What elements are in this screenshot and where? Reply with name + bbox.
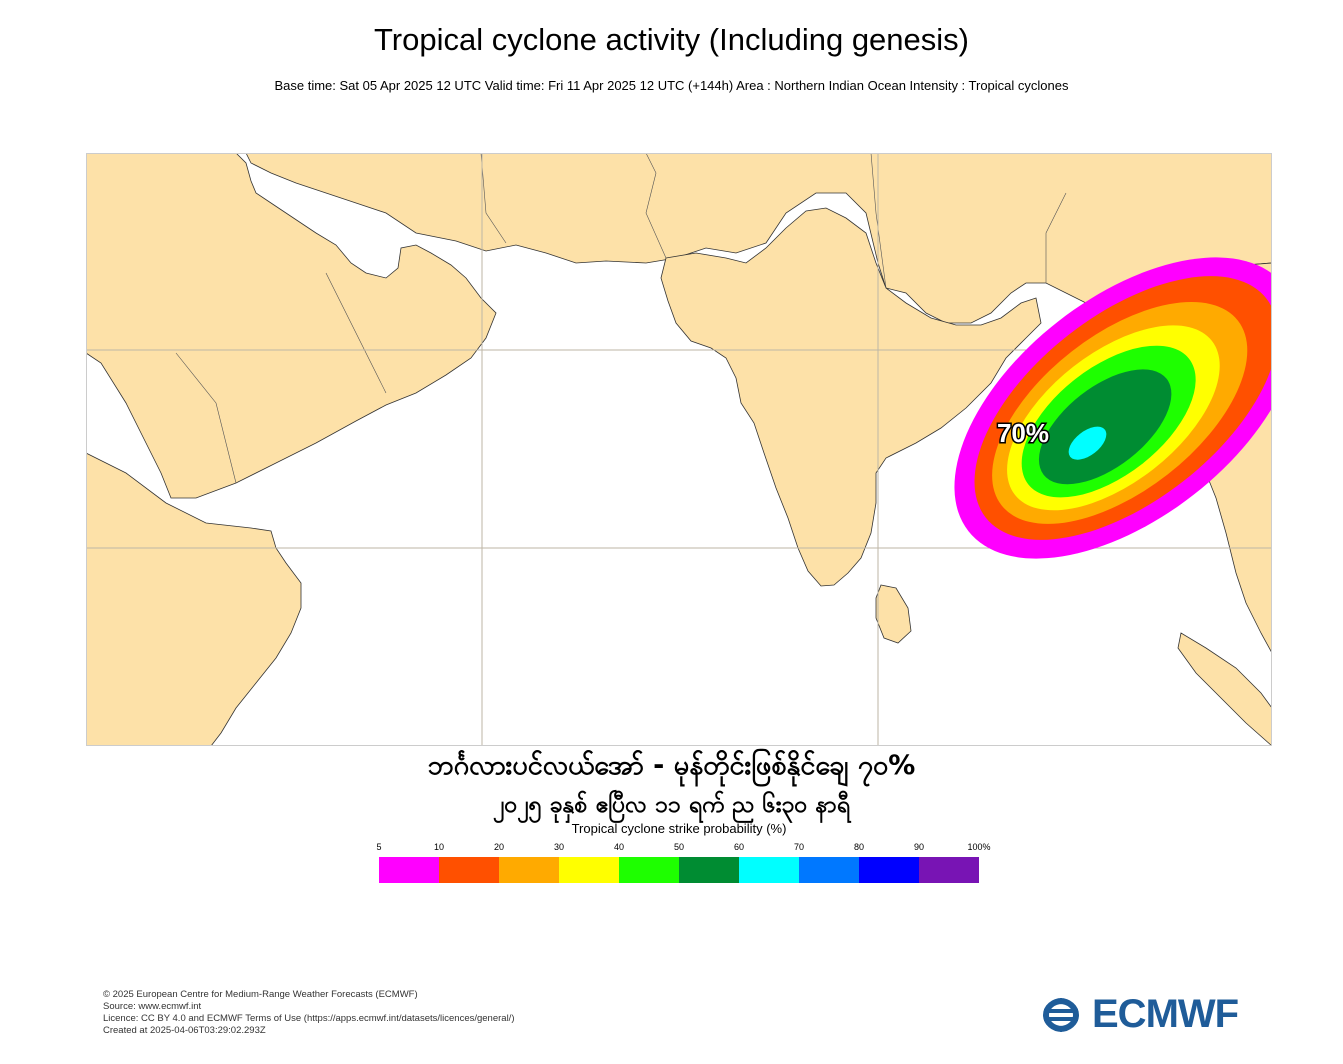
legend-swatch <box>499 857 559 883</box>
land-india <box>660 207 1042 587</box>
legend-swatch <box>679 857 739 883</box>
legend-tick-label: 90 <box>913 842 925 852</box>
legend-colorbar <box>379 857 979 883</box>
chart-subtitle: Base time: Sat 05 Apr 2025 12 UTC Valid … <box>274 78 1069 93</box>
probability-contours <box>954 257 1272 559</box>
peak-probability-label: 70% <box>997 418 1049 448</box>
annotation-line1: ဘင်္ဂလားပင်လယ်အော် - မုန်တိုင်းဖြစ်နိုင်… <box>427 750 916 781</box>
legend-tick-label: 40 <box>613 842 625 852</box>
land-arabia <box>86 153 497 499</box>
legend-ticks: 5 10 20 30 40 50 60 70 80 90 100% <box>376 842 990 854</box>
credit-line: Licence: CC BY 4.0 and ECMWF Terms of Us… <box>103 1013 515 1024</box>
credit-line: © 2025 European Centre for Medium-Range … <box>103 989 418 1000</box>
footer-credits: © 2025 European Centre for Medium-Range … <box>103 989 515 1037</box>
legend-swatch <box>619 857 679 883</box>
credit-line: Created at 2025-04-06T03:29:02.293Z <box>103 1025 266 1036</box>
legend-tick-label: 100% <box>967 842 991 852</box>
legend-tick-label: 30 <box>553 842 565 852</box>
land-africa <box>86 452 302 746</box>
legend-swatch <box>439 857 499 883</box>
legend-tick-label: 50 <box>673 842 685 852</box>
legend-tick-label: 5 <box>376 842 382 852</box>
land-sumatra <box>1177 632 1272 746</box>
probability-map: 70% <box>86 153 1272 746</box>
legend-tick-label: 20 <box>493 842 505 852</box>
credit-line: Source: www.ecmwf.int <box>103 1001 202 1012</box>
ecmwf-logo-text: ECMWF <box>1092 992 1239 1036</box>
chart-title: Tropical cyclone activity (Including gen… <box>374 22 969 57</box>
ecmwf-logo-icon <box>1043 997 1079 1032</box>
land-srilanka <box>875 584 912 644</box>
legend-swatch <box>559 857 619 883</box>
legend-tick-label: 10 <box>433 842 445 852</box>
legend-tick-label: 70 <box>793 842 805 852</box>
legend-swatch <box>739 857 799 883</box>
legend-tick-label: 80 <box>853 842 865 852</box>
land <box>86 153 1272 746</box>
legend-swatch <box>799 857 859 883</box>
legend-swatch <box>859 857 919 883</box>
legend-swatch <box>379 857 439 883</box>
legend-swatch <box>919 857 979 883</box>
legend-title: Tropical cyclone strike probability (%) <box>571 821 787 836</box>
ecmwf-logo: ECMWF <box>1034 992 1239 1037</box>
annotation-line2: ၂၀၂၅ ခုနှစ် ဧပြီလ ၁၁ ရက် ည ၆း၃၀ နာရီ <box>493 792 850 818</box>
contour-60 <box>1068 426 1107 460</box>
legend-tick-label: 60 <box>733 842 745 852</box>
